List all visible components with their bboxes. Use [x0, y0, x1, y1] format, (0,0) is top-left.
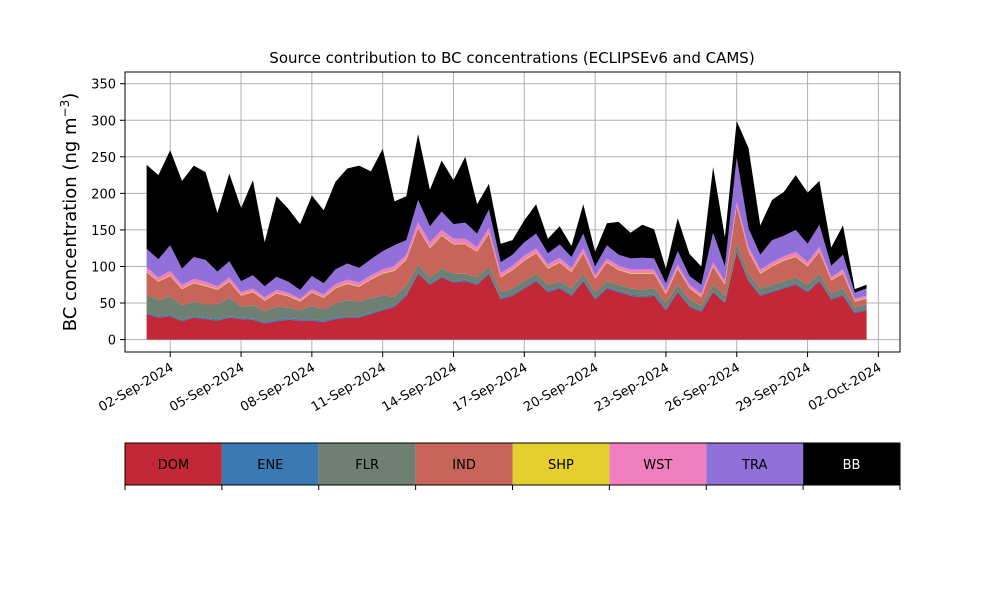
legend-swatch-shp	[512, 443, 610, 485]
y-tick-label: 50	[99, 297, 116, 312]
y-tick-label: 0	[108, 334, 116, 349]
x-tick-label: 26-Sep-2024	[663, 360, 743, 415]
legend-label-bb: BB	[843, 458, 861, 473]
legend-label-ind: IND	[452, 458, 476, 473]
x-tick-label: 08-Sep-2024	[238, 360, 318, 415]
area-dom	[146, 251, 867, 340]
legend-swatch-dom	[125, 443, 222, 485]
legend-swatch-bb	[803, 443, 900, 485]
x-tick-label: 14-Sep-2024	[380, 360, 460, 415]
area-ind	[146, 206, 867, 312]
x-tick-label: 23-Sep-2024	[592, 360, 672, 415]
y-axis-label-close: )	[60, 93, 81, 100]
legend-swatch-flr	[318, 443, 416, 485]
plot-area-frame	[124, 71, 901, 353]
legend-label-wst: WST	[643, 458, 672, 473]
area-bb	[146, 121, 867, 293]
legend-swatch-wst	[609, 443, 707, 485]
x-axis: 02-Sep-202405-Sep-202408-Sep-202411-Sep-…	[96, 352, 884, 415]
y-tick-label: 100	[91, 260, 116, 275]
chart-title: Source contribution to BC concentrations…	[269, 49, 754, 67]
y-axis: 0 50 100 150 200 250 300 350	[91, 78, 125, 349]
legend-label-dom: DOM	[158, 458, 189, 473]
x-tick-label: 17-Sep-2024	[450, 360, 530, 415]
legend-swatch-tra	[706, 443, 804, 485]
stacked-areas	[146, 121, 867, 340]
y-tick-label: 250	[91, 151, 116, 166]
x-tick-label: 11-Sep-2024	[309, 360, 389, 415]
y-tick-label: 300	[91, 114, 116, 129]
x-tick-label: 05-Sep-2024	[167, 360, 247, 415]
y-axis-label: BC concentration (ng m−3)	[58, 93, 81, 332]
x-tick-label: 29-Sep-2024	[734, 360, 814, 415]
y-tick-label: 200	[91, 187, 116, 202]
x-tick-label: 02-Sep-2024	[96, 360, 176, 415]
legend-label-flr: FLR	[355, 458, 379, 473]
legend-swatch-ene	[221, 443, 319, 485]
area-tra	[146, 157, 867, 299]
y-axis-label-main: BC concentration (ng m	[60, 117, 81, 331]
x-tick-label: 20-Sep-2024	[521, 360, 601, 415]
legend-label-shp: SHP	[548, 458, 574, 473]
y-tick-label: 150	[91, 224, 116, 239]
area-flr	[146, 243, 867, 322]
legend-colorbar: DOM ENE FLR IND SHP WST TRA BB	[124, 442, 901, 490]
y-axis-label-superscript: −3	[58, 100, 72, 118]
legend-label-tra: TRA	[741, 458, 767, 473]
x-tick-label: 02-Oct-2024	[806, 360, 884, 414]
legend-swatch-ind	[415, 443, 513, 485]
legend-label-ene: ENE	[257, 458, 283, 473]
y-tick-label: 350	[91, 78, 116, 93]
